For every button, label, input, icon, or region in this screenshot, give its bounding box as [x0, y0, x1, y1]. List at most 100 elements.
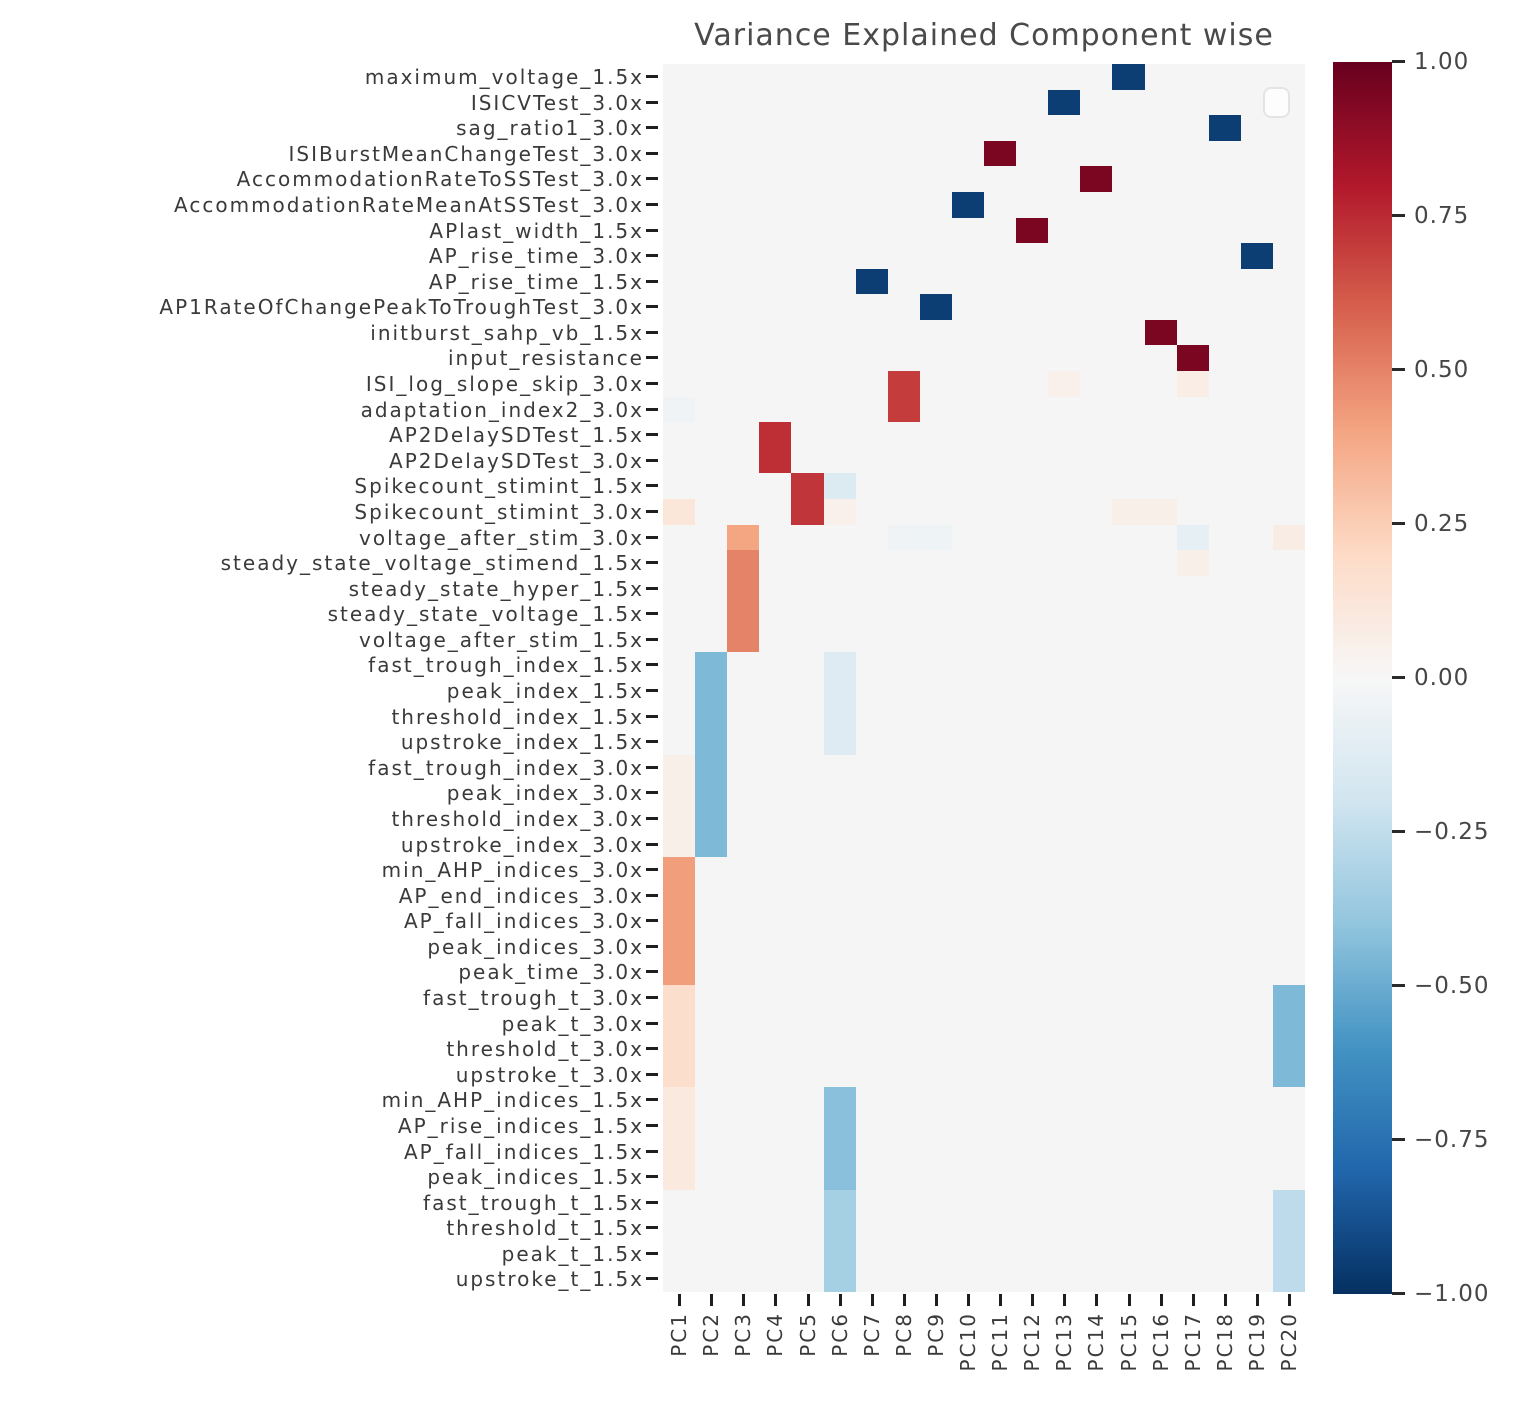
y-axis-label: AP_end_indices_3.0x	[398, 884, 644, 908]
heatmap-cell	[1273, 1241, 1305, 1266]
y-axis-label: fast_trough_index_1.5x	[368, 653, 644, 677]
heatmap-cell	[1241, 243, 1273, 269]
y-axis-label: Spikecount_stimint_1.5x	[354, 474, 644, 498]
heatmap-cell	[824, 1190, 856, 1215]
heatmap-cell	[1273, 1215, 1305, 1241]
heatmap-cell	[727, 627, 759, 652]
x-axis-tick	[1160, 1294, 1163, 1306]
x-axis-label: PC13	[1052, 1312, 1076, 1372]
heatmap-cell	[824, 678, 856, 704]
y-axis-label: AP_fall_indices_3.0x	[404, 909, 644, 933]
heatmap-cell	[1112, 64, 1145, 90]
heatmap-cell	[663, 959, 695, 985]
y-axis-tick	[646, 843, 658, 846]
x-axis-tick	[999, 1294, 1002, 1306]
y-axis-label: steady_state_voltage_stimend_1.5x	[220, 551, 644, 575]
y-axis-label: AccommodationRateToSSTest_3.0x	[236, 167, 644, 191]
x-axis-tick	[710, 1294, 713, 1306]
y-axis-label: upstroke_t_3.0x	[455, 1063, 644, 1087]
heatmap-cell	[695, 832, 727, 857]
x-axis-tick	[1095, 1294, 1098, 1306]
y-axis-label: input_resistance	[447, 346, 644, 370]
heatmap-cell	[727, 601, 759, 627]
y-axis-tick	[646, 612, 658, 615]
x-axis-tick	[774, 1294, 777, 1306]
y-axis-label: peak_indices_1.5x	[427, 1165, 644, 1189]
y-axis-label: voltage_after_stim_3.0x	[359, 526, 644, 550]
x-axis-label: PC1	[667, 1312, 691, 1357]
heatmap-cell	[663, 806, 695, 832]
heatmap-cell	[663, 397, 695, 422]
y-axis-tick	[646, 1226, 658, 1229]
heatmap-cell	[663, 832, 695, 857]
heatmap-cell	[695, 755, 727, 780]
y-axis-label: AP1RateOfChangePeakToTroughTest_3.0x	[159, 295, 644, 319]
y-axis-tick	[646, 919, 658, 922]
y-axis-label: steady_state_voltage_1.5x	[327, 602, 644, 626]
heatmap-cell	[791, 473, 824, 499]
x-axis-tick	[807, 1294, 810, 1306]
y-axis-tick	[646, 1175, 658, 1178]
heatmap-cell	[1273, 1011, 1305, 1036]
x-axis-tick	[839, 1294, 842, 1306]
heatmap-cell	[1273, 1190, 1305, 1215]
heatmap-cell	[1080, 166, 1112, 192]
y-axis-tick	[646, 740, 658, 743]
x-axis-label: PC6	[828, 1312, 852, 1357]
y-axis-tick	[646, 945, 658, 948]
heatmap-cell	[824, 1164, 856, 1190]
heatmap-cell	[1112, 499, 1145, 525]
heatmap-cell	[824, 704, 856, 729]
heatmap-cell	[1145, 320, 1177, 345]
x-axis-label: PC20	[1277, 1312, 1301, 1372]
y-axis-tick	[646, 408, 658, 411]
y-axis-label: voltage_after_stim_1.5x	[359, 628, 644, 652]
x-axis-label: PC18	[1213, 1312, 1237, 1372]
heatmap-cell	[1273, 1036, 1305, 1062]
y-axis-label: peak_t_1.5x	[501, 1242, 644, 1266]
chart-title: Variance Explained Component wise	[694, 18, 1274, 53]
y-axis-label: adaptation_index2_3.0x	[360, 398, 644, 422]
x-axis-label: PC10	[956, 1312, 980, 1372]
heatmap-cell	[1177, 525, 1209, 550]
x-axis-label: PC11	[988, 1312, 1012, 1372]
heatmap-cell	[824, 499, 856, 525]
y-axis-label: peak_indices_3.0x	[427, 935, 644, 959]
x-axis-label: PC16	[1149, 1312, 1173, 1372]
y-axis-tick	[646, 305, 658, 308]
x-axis-tick	[1256, 1294, 1259, 1306]
y-axis-tick	[646, 75, 658, 78]
x-axis-tick	[903, 1294, 906, 1306]
heatmap-cell	[663, 857, 695, 883]
colorbar-tick-label: 1.00	[1414, 49, 1470, 75]
colorbar-tick	[1392, 1292, 1405, 1295]
colorbar-tick-label: −0.50	[1414, 973, 1490, 999]
y-axis-tick	[646, 382, 658, 385]
x-axis-label: PC19	[1245, 1312, 1269, 1372]
heatmap-cell	[791, 499, 824, 525]
y-axis-label: fast_trough_t_1.5x	[423, 1191, 644, 1215]
y-axis-tick	[646, 459, 658, 462]
x-axis-tick	[1063, 1294, 1066, 1306]
y-axis-tick	[646, 1098, 658, 1101]
y-axis-tick	[646, 663, 658, 666]
x-axis-label: PC4	[763, 1312, 787, 1357]
y-axis-tick	[646, 868, 658, 871]
y-axis-label: min_AHP_indices_1.5x	[381, 1088, 644, 1112]
heatmap-cell	[856, 269, 888, 294]
y-axis-tick	[646, 766, 658, 769]
y-axis-label: initburst_sahp_vb_1.5x	[370, 321, 644, 345]
x-axis-tick	[1031, 1294, 1034, 1306]
colorbar-tick-label: 0.50	[1414, 357, 1470, 383]
heatmap-cell	[663, 1164, 695, 1190]
heatmap-cell	[824, 1266, 856, 1292]
heatmap-cell	[695, 704, 727, 729]
heatmap-cell	[695, 678, 727, 704]
y-axis-tick	[646, 536, 658, 539]
y-axis-label: threshold_index_3.0x	[391, 807, 644, 831]
y-axis-tick	[646, 638, 658, 641]
y-axis-label: min_AHP_indices_3.0x	[381, 858, 644, 882]
y-axis-label: fast_trough_index_3.0x	[368, 756, 644, 780]
y-axis-label: threshold_t_3.0x	[446, 1037, 644, 1061]
heatmap-cell	[1273, 985, 1305, 1011]
